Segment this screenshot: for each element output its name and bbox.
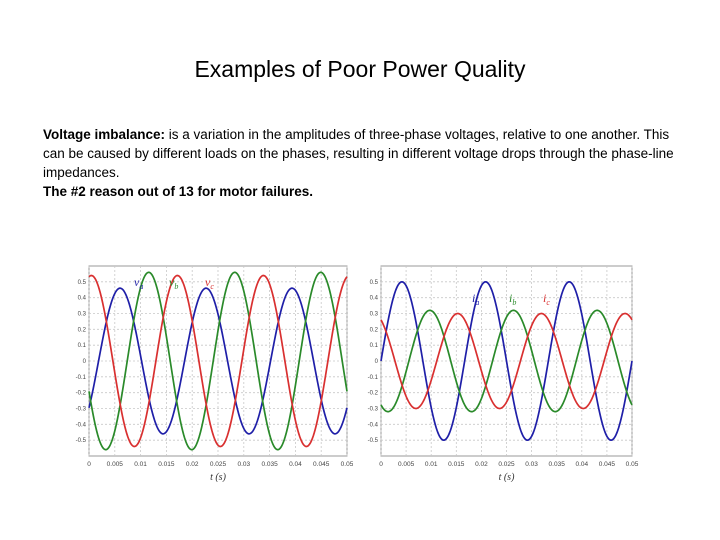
y-tick-label: -0.1 bbox=[76, 375, 87, 381]
x-tick-label: 0 bbox=[379, 461, 383, 468]
y-tick-label: 0.3 bbox=[78, 312, 87, 318]
series-line-va bbox=[88, 287, 348, 435]
y-tick-label: -0.5 bbox=[76, 438, 87, 444]
y-tick-label: 0.2 bbox=[370, 327, 379, 333]
y-tick-label: 0.1 bbox=[78, 343, 87, 349]
x-tick-label: 0.035 bbox=[261, 461, 278, 468]
slide-title: Examples of Poor Power Quality bbox=[194, 56, 526, 82]
y-tick-label: 0.5 bbox=[370, 280, 379, 286]
series-line-ib bbox=[380, 309, 633, 413]
y-tick-label: -0.2 bbox=[368, 391, 379, 397]
y-tick-label: 0.1 bbox=[370, 343, 379, 349]
x-tick-label: 0.05 bbox=[626, 461, 639, 468]
x-tick-label: 0.015 bbox=[158, 461, 175, 468]
x-tick-label: 0.03 bbox=[237, 461, 250, 468]
x-tick-label: 0.005 bbox=[107, 461, 124, 468]
series-label-ia: ia bbox=[472, 291, 479, 307]
y-tick-label: -0.1 bbox=[368, 375, 379, 381]
x-tick-label: 0.015 bbox=[448, 461, 465, 468]
x-tick-label: 0.025 bbox=[498, 461, 515, 468]
x-tick-label: 0.01 bbox=[425, 461, 438, 468]
x-tick-label: 0.04 bbox=[289, 461, 302, 468]
x-tick-label: 0.045 bbox=[313, 461, 330, 468]
y-tick-label: 0.4 bbox=[78, 296, 87, 302]
y-tick-label: -0.3 bbox=[368, 407, 379, 413]
voltage-waveform-chart: 0 0.005 0.01 0.015 0.02 0.025 0.03 0.035 0.04 0.0… bbox=[70, 262, 353, 482]
x-tick-label: 0.01 bbox=[134, 461, 147, 468]
series-line-ia bbox=[380, 280, 633, 442]
definition-paragraph: Voltage imbalance: is a variation in the… bbox=[43, 125, 683, 182]
x-tick-label: 0.02 bbox=[475, 461, 488, 468]
x-tick-label: 0 bbox=[87, 461, 91, 468]
series-label-vc: vc bbox=[205, 275, 214, 291]
y-tick-label: -0.3 bbox=[76, 407, 87, 413]
x-tick-label: 0.025 bbox=[210, 461, 227, 468]
series-label-ib: ib bbox=[509, 291, 516, 307]
y-tick-label: 0 bbox=[83, 359, 87, 365]
definition-text: is a variation in the amplitudes of thre… bbox=[43, 127, 674, 180]
series-label-ic: ic bbox=[543, 291, 550, 307]
series-line-ic bbox=[380, 312, 633, 410]
x-tick-label: 0.04 bbox=[575, 461, 588, 468]
x-tick-label: 0.005 bbox=[398, 461, 415, 468]
current-waveform-chart: 0 0.005 0.01 0.015 0.02 0.025 0.03 0.035 0.04 0.0… bbox=[360, 262, 643, 482]
x-tick-label: 0.045 bbox=[599, 461, 616, 468]
y-tick-label: 0.3 bbox=[370, 312, 379, 318]
y-tick-label: 0.4 bbox=[370, 296, 379, 302]
y-tick-label: 0 bbox=[375, 359, 379, 365]
x-tick-label: 0.035 bbox=[549, 461, 566, 468]
x-tick-label: 0.03 bbox=[525, 461, 538, 468]
y-tick-label: -0.2 bbox=[76, 391, 87, 397]
y-tick-label: 0.5 bbox=[78, 280, 87, 286]
y-tick-label: -0.4 bbox=[368, 422, 379, 428]
x-tick-label: 0.02 bbox=[186, 461, 199, 468]
definition-term: Voltage imbalance: bbox=[43, 127, 166, 142]
x-axis-label: t (s) bbox=[499, 472, 516, 482]
series-line-vb bbox=[88, 271, 348, 451]
x-tick-label: 0.05 bbox=[341, 461, 353, 468]
body-text: Voltage imbalance: is a variation in the… bbox=[43, 125, 683, 201]
series-label-va: va bbox=[134, 275, 143, 291]
motor-failure-note: The #2 reason out of 13 for motor failur… bbox=[43, 184, 314, 199]
y-tick-label: 0.2 bbox=[78, 327, 87, 333]
series-label-vb: vb bbox=[169, 275, 178, 291]
y-tick-label: -0.4 bbox=[76, 422, 87, 428]
y-tick-label: -0.5 bbox=[368, 438, 379, 444]
series-line-vc bbox=[88, 274, 348, 448]
x-axis-label: t (s) bbox=[210, 472, 227, 482]
